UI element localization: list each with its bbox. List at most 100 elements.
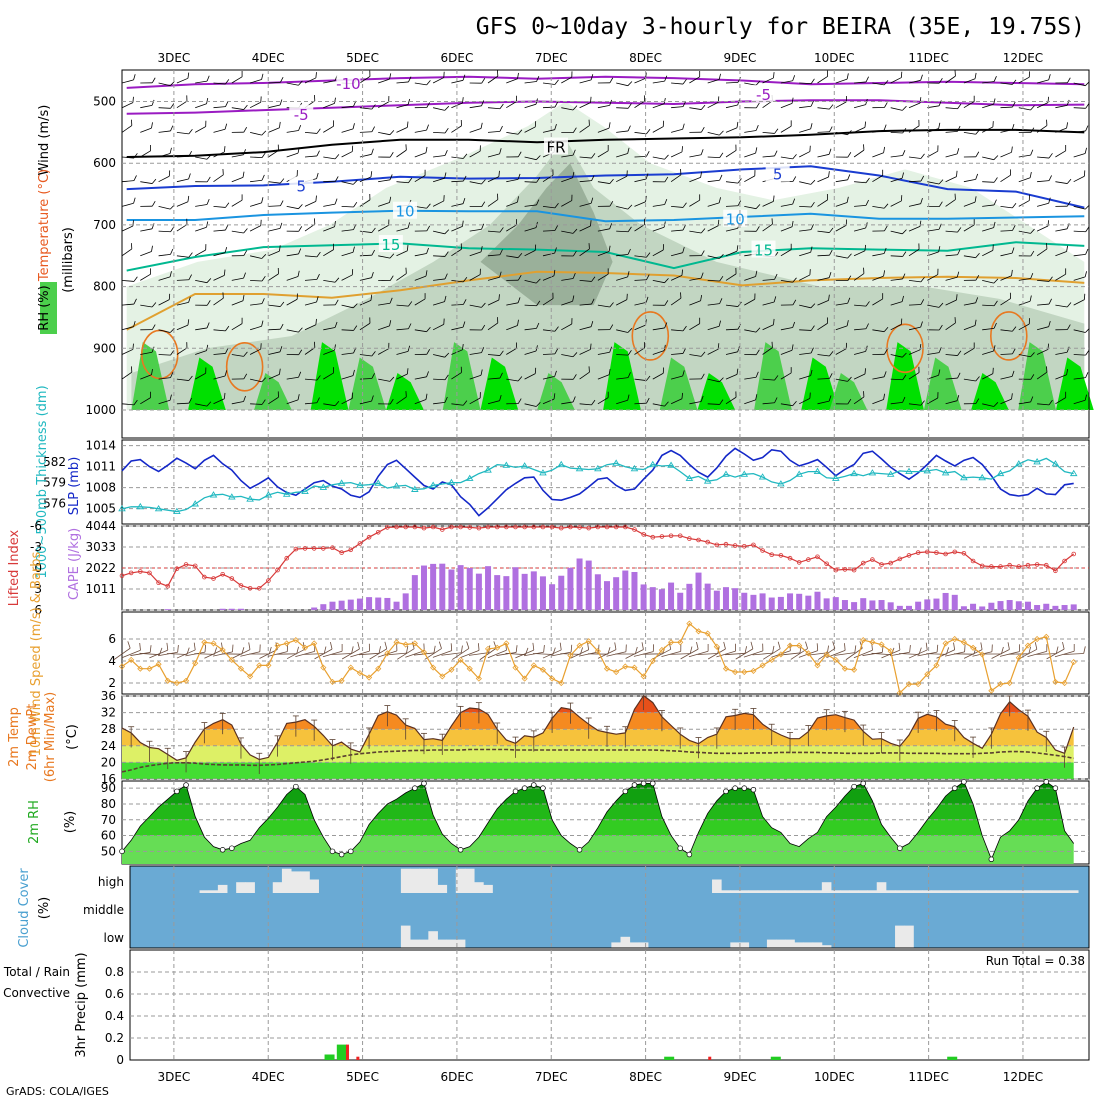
wind-barb-staff — [1036, 202, 1049, 207]
wind-barb — [213, 269, 226, 281]
wind-barb-flag — [1011, 370, 1015, 377]
wind-barb-flag — [1012, 79, 1017, 85]
wind-barb — [817, 317, 828, 331]
wind-barb — [1073, 271, 1087, 281]
wind-barb-flag — [699, 194, 701, 201]
wind-barb — [323, 367, 334, 380]
wind-barb — [249, 343, 262, 355]
wind-barb-staff — [414, 275, 427, 281]
wind-barb — [359, 194, 371, 207]
rh-marker — [732, 785, 738, 791]
lifted-index-marker — [302, 546, 308, 551]
rh-axis-label: RH (%) — [37, 285, 52, 330]
wind-barb — [140, 346, 155, 355]
wind10-barb — [231, 642, 251, 659]
precip-total-bar — [770, 1056, 781, 1060]
temperature-axis-label: Temperature (°C) — [37, 169, 52, 282]
wind-barb-flag — [663, 98, 666, 104]
wind-barb-staff — [1055, 150, 1066, 158]
lifted-index-marker — [586, 525, 592, 531]
wind-barb — [1000, 269, 1013, 281]
wind10-marker — [439, 673, 446, 680]
wind-barb-staff — [231, 401, 244, 405]
cloud-bar — [821, 882, 832, 893]
wind-barb-flag — [444, 105, 450, 111]
wind-barb — [890, 318, 903, 331]
wind-barb-flag — [243, 272, 246, 279]
wind10-barb-flag — [898, 642, 901, 651]
thickness-marker — [411, 485, 419, 492]
wind-barb-flag — [1011, 247, 1015, 254]
wind-barb-flag — [424, 293, 426, 299]
wind-barb-flag — [992, 244, 994, 251]
wind-barb-staff — [121, 125, 133, 133]
wind-barb-staff — [414, 175, 426, 183]
wind-barb — [469, 201, 486, 208]
wind-barb-staff — [341, 251, 354, 257]
rh-high-area — [659, 357, 698, 410]
wind-barb — [835, 174, 851, 183]
wind10-barb-flag — [193, 642, 196, 650]
cape-bar — [567, 567, 574, 610]
wind-barb-flag — [882, 169, 884, 176]
wind-barb-flag — [755, 102, 760, 109]
wind-barb-flag — [552, 169, 554, 176]
wind-barb-flag — [333, 243, 334, 250]
wind-barb-staff — [323, 327, 336, 331]
rh-marker — [293, 783, 299, 790]
wind-barb — [249, 73, 264, 84]
wind-barb — [195, 98, 209, 109]
wind-barb-flag — [261, 130, 267, 136]
wind10-barb — [1054, 643, 1075, 658]
wind-barb-staff — [579, 326, 592, 331]
wind-barb — [250, 174, 265, 183]
wind-barb-staff — [213, 329, 226, 332]
wind-barb-flag — [1048, 74, 1051, 81]
rh-marker — [540, 785, 546, 791]
cloud-bar — [620, 936, 631, 948]
wind-barb-flag — [554, 124, 557, 130]
wind-barb-staff — [231, 230, 244, 234]
wind-barb-staff — [689, 107, 702, 110]
wind-barb-staff — [671, 329, 684, 332]
wind-barb — [927, 369, 941, 380]
wind-barb-staff — [231, 177, 244, 183]
wind-barb-staff — [725, 104, 738, 109]
wind-barb-flag — [1011, 124, 1015, 130]
wind-barb-flag — [517, 129, 523, 135]
cloud-bar — [300, 871, 310, 893]
wind-barb-flag — [444, 172, 447, 179]
cloud-bar — [821, 945, 832, 948]
wind-barb — [524, 199, 540, 207]
rh-band — [122, 835, 1074, 864]
wind-barb — [725, 245, 739, 257]
wind-barb-flag — [426, 326, 431, 332]
wind10-barb — [1036, 646, 1059, 655]
wind-barb-staff — [853, 273, 865, 281]
wind-barb — [561, 194, 573, 207]
lifted-index-marker — [266, 578, 271, 583]
wind-barb-staff — [579, 280, 592, 282]
wind-barb — [872, 247, 887, 257]
wind-barb — [835, 219, 847, 232]
wind-barb-staff — [432, 200, 444, 207]
cloud-bar — [712, 879, 722, 893]
wind-barb-staff — [616, 253, 629, 257]
wind-barb-staff — [616, 399, 628, 405]
wind-barb-staff — [671, 206, 684, 208]
cloud-background — [130, 866, 1089, 948]
wind-barb-flag — [333, 120, 334, 127]
wind-barb — [286, 349, 303, 356]
wind-barb-staff — [286, 329, 299, 333]
wind-barb-flag — [973, 342, 975, 349]
wind-barb-flag — [755, 394, 758, 400]
wind-barb — [597, 324, 614, 331]
wind-barb-flag — [919, 220, 922, 227]
wind-barb-flag — [591, 399, 596, 406]
wind-barb — [799, 347, 814, 355]
wind-barb-flag — [280, 323, 284, 330]
wind-barb — [286, 394, 300, 405]
rh-line — [121, 781, 1075, 861]
wind-barb-staff — [414, 329, 427, 333]
wind-barb-staff — [799, 304, 811, 309]
